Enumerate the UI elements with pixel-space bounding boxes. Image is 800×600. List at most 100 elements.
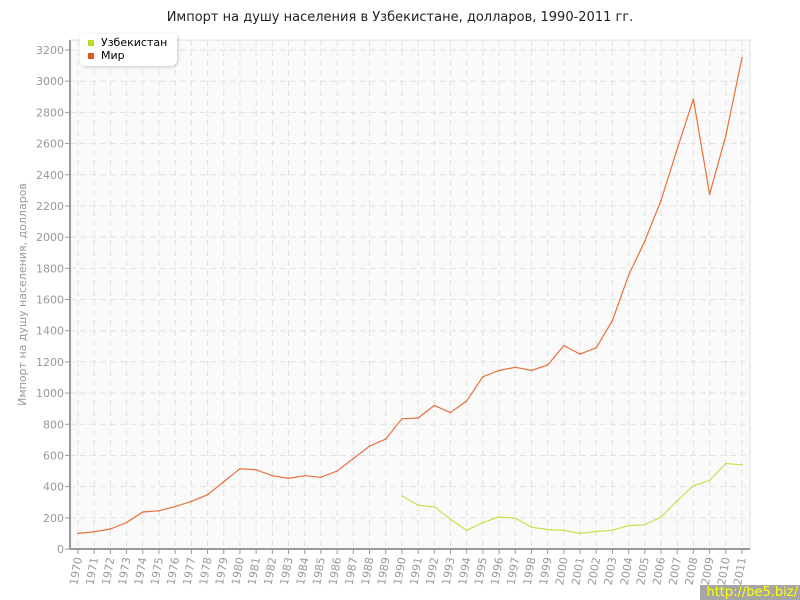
x-tick-label: 2010 bbox=[715, 556, 733, 586]
data-point bbox=[239, 467, 241, 470]
x-tick-label: 1970 bbox=[67, 556, 85, 586]
x-tick-label: 1988 bbox=[359, 556, 377, 586]
legend-swatch bbox=[88, 39, 94, 46]
series-line-uzbekistan bbox=[401, 462, 743, 535]
y-tick-label: 0 bbox=[57, 543, 64, 556]
data-point bbox=[433, 506, 436, 508]
data-point bbox=[530, 369, 533, 372]
x-tick-label: 1982 bbox=[262, 556, 280, 586]
x-tick-label: 1978 bbox=[197, 556, 215, 586]
x-tick-label: 1990 bbox=[391, 556, 409, 586]
data-point bbox=[174, 505, 176, 508]
data-point bbox=[498, 369, 500, 372]
data-point bbox=[368, 445, 371, 447]
x-tick-label: 2002 bbox=[586, 556, 604, 586]
legend: Узбекистан Мир bbox=[80, 34, 178, 66]
data-point bbox=[206, 493, 209, 496]
y-tick-label: 3000 bbox=[36, 75, 64, 88]
x-tick-label: 1989 bbox=[375, 556, 393, 586]
x-tick-label: 1994 bbox=[456, 556, 474, 586]
legend-item-world[interactable]: Мир bbox=[88, 49, 167, 62]
data-point bbox=[287, 477, 290, 480]
x-tick-label: 1980 bbox=[229, 556, 247, 586]
data-point bbox=[449, 411, 452, 414]
chart-title: Импорт на душу населения в Узбекистане, … bbox=[166, 10, 634, 25]
x-tick-label: 2006 bbox=[650, 556, 668, 586]
data-point bbox=[611, 319, 614, 322]
y-axis-label: Импорт на душу населения, долларов bbox=[16, 183, 29, 406]
data-point bbox=[660, 199, 662, 202]
series-line-world bbox=[77, 57, 743, 534]
data-point bbox=[741, 56, 743, 59]
y-tick-label: 2600 bbox=[36, 138, 64, 151]
x-tick-label: 1975 bbox=[148, 556, 166, 586]
data-point bbox=[530, 526, 533, 528]
data-point bbox=[627, 274, 630, 277]
y-tick-label: 2200 bbox=[36, 200, 64, 213]
watermark-link[interactable]: http://be5.biz/ bbox=[700, 585, 800, 600]
x-tick-label: 1991 bbox=[407, 556, 425, 586]
x-tick-label: 2005 bbox=[634, 556, 652, 586]
data-point bbox=[158, 509, 160, 512]
data-point bbox=[222, 480, 225, 483]
plot-area bbox=[69, 39, 751, 550]
x-tick-label: 1987 bbox=[343, 556, 361, 586]
data-point bbox=[433, 404, 436, 407]
y-tick-label: 800 bbox=[43, 418, 64, 431]
y-tick-label: 1800 bbox=[36, 262, 64, 275]
data-point bbox=[692, 485, 695, 487]
data-point bbox=[579, 532, 581, 535]
data-point bbox=[271, 474, 274, 477]
x-tick-label: 1972 bbox=[100, 556, 118, 586]
data-point bbox=[465, 400, 468, 402]
x-tick-label: 2011 bbox=[731, 556, 749, 586]
data-point bbox=[384, 438, 387, 440]
data-point bbox=[595, 347, 598, 349]
x-tick-label: 1998 bbox=[521, 556, 539, 586]
data-point bbox=[644, 240, 646, 242]
data-point bbox=[401, 417, 403, 420]
x-tick-label: 1977 bbox=[181, 556, 199, 586]
y-tick-label: 200 bbox=[43, 512, 64, 525]
data-point bbox=[514, 366, 517, 369]
y-tick-label: 1400 bbox=[36, 325, 64, 338]
data-point bbox=[546, 528, 549, 531]
x-tick-label: 1999 bbox=[537, 556, 555, 586]
x-tick-label: 1973 bbox=[116, 556, 134, 586]
x-tick-label: 1986 bbox=[326, 556, 344, 586]
x-tick-label: 2004 bbox=[618, 556, 636, 586]
x-tick-label: 1979 bbox=[213, 556, 231, 586]
y-tick-label: 1600 bbox=[36, 294, 64, 307]
data-point bbox=[498, 516, 500, 518]
data-point bbox=[482, 375, 484, 378]
data-point bbox=[109, 528, 112, 530]
data-point bbox=[627, 524, 630, 527]
data-point bbox=[320, 476, 322, 479]
y-tick-label: 400 bbox=[43, 481, 64, 494]
data-point bbox=[417, 504, 419, 507]
data-point bbox=[514, 517, 517, 519]
data-point bbox=[255, 468, 257, 471]
data-point bbox=[401, 495, 403, 497]
y-tick-label: 2400 bbox=[36, 169, 64, 182]
legend-item-uzbekistan[interactable]: Узбекистан bbox=[88, 36, 167, 49]
x-tick-label: 2001 bbox=[569, 556, 587, 586]
data-point bbox=[708, 193, 711, 196]
x-tick-label: 2009 bbox=[699, 556, 717, 586]
data-point bbox=[676, 148, 679, 150]
data-point bbox=[336, 470, 338, 472]
data-point bbox=[190, 500, 193, 503]
x-tick-label: 1981 bbox=[245, 556, 263, 586]
data-point bbox=[465, 529, 468, 532]
data-point bbox=[660, 516, 662, 518]
x-tick-label: 1984 bbox=[294, 556, 312, 586]
data-point bbox=[141, 511, 144, 513]
data-point bbox=[725, 134, 727, 137]
data-point bbox=[725, 462, 727, 465]
data-point bbox=[482, 521, 484, 524]
data-point bbox=[77, 532, 79, 535]
x-tick-label: 1974 bbox=[132, 556, 150, 586]
x-tick-label: 2008 bbox=[683, 556, 701, 586]
y-tick-label: 600 bbox=[43, 449, 64, 462]
